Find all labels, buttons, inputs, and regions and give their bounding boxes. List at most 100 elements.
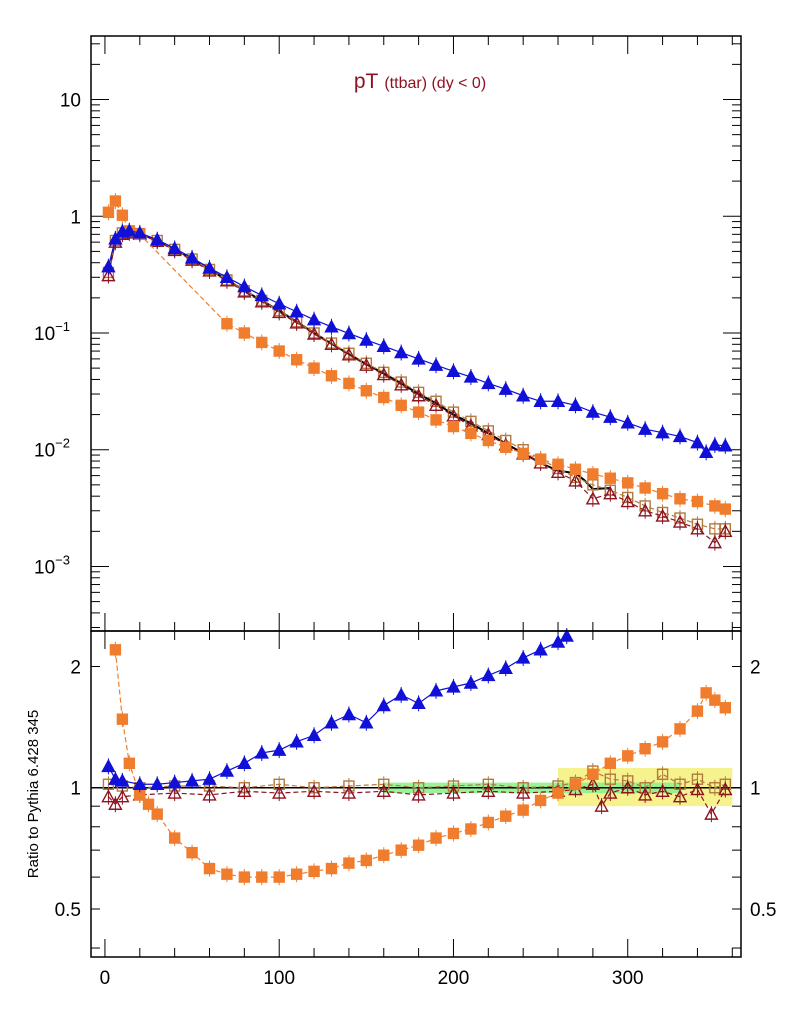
main-data-point (378, 391, 390, 404)
ratio-data-point (359, 715, 374, 729)
main-data-point (639, 482, 651, 494)
main-data-point (202, 260, 217, 274)
ratio-data-point (446, 679, 461, 693)
ratio-y-tick-label-right: 0.5 (750, 900, 776, 921)
ratio-data-point (709, 694, 721, 706)
ratio-data-point (132, 776, 147, 790)
main-data-point (655, 508, 670, 522)
main-data-point (550, 464, 566, 479)
main-data-point (674, 493, 686, 505)
ratio-data-point (238, 871, 251, 883)
main-data-point (500, 441, 512, 453)
main-data-point (289, 304, 304, 318)
ratio-data-point (378, 849, 390, 861)
ratio-data-point (115, 773, 130, 787)
ratio-series (101, 628, 733, 886)
ratio-data-point (482, 816, 495, 829)
ratio-data-point (481, 668, 496, 682)
main-data-point (167, 240, 182, 255)
main-data-point (306, 312, 322, 326)
main-data-point (604, 472, 617, 484)
main-data-point (465, 427, 477, 440)
main-data-point (585, 491, 601, 505)
main-data-point (306, 326, 322, 340)
ratio-data-point (691, 705, 704, 717)
ratio-data-point (168, 832, 181, 844)
main-data-point (256, 336, 268, 349)
ratio-data-point (533, 642, 548, 656)
ratio-data-point (272, 785, 287, 799)
ratio-data-point (656, 768, 669, 780)
ratio-data-point (594, 798, 609, 812)
ratio-data-point (637, 787, 653, 801)
ratio-data-point (655, 783, 670, 797)
ratio-data-point (447, 827, 460, 840)
ratio-data-point (308, 865, 320, 878)
main-data-point (498, 381, 513, 395)
main-data-point (394, 345, 409, 359)
main-data-point (273, 345, 285, 357)
ratio-data-point (360, 854, 373, 867)
ratio-data-point (604, 773, 617, 785)
ratio-data-point (273, 871, 285, 883)
main-y-tick-label: 10−3 (34, 552, 70, 578)
ratio-data-point (719, 702, 732, 714)
ratio-data-point (718, 782, 733, 796)
main-data-point (428, 357, 444, 371)
main-data-point (238, 327, 251, 339)
main-data-point (324, 319, 339, 333)
main-data-point (587, 468, 599, 480)
ratio-data-point (674, 723, 686, 735)
main-data-point (672, 428, 688, 443)
ratio-data-point (446, 785, 461, 799)
ratio-x-tick-label: 100 (263, 968, 295, 989)
main-data-point (308, 362, 320, 374)
main-data-point (718, 438, 733, 452)
main-data-point (691, 495, 704, 508)
main-data-point (272, 296, 287, 310)
main-data-point (534, 453, 547, 465)
main-data-point (272, 304, 287, 319)
ratio-panel: 0 100 200 300 2 2 1 1 0.5 0.5 Ratio to Pythia 6.4… (25, 628, 776, 989)
ratio-data-point (428, 683, 444, 697)
main-data-point (254, 287, 269, 302)
main-data-point (359, 357, 374, 371)
ratio-data-point (604, 757, 617, 769)
ratio-data-point (704, 806, 719, 820)
main-data-point (718, 523, 733, 538)
ratio-data-point (219, 763, 235, 777)
ratio-data-point (463, 675, 479, 689)
main-series (101, 193, 733, 551)
ratio-data-point (202, 771, 217, 785)
ratio-data-point (465, 823, 477, 835)
ratio-data-point (515, 785, 531, 799)
main-data-point (101, 268, 116, 282)
main-data-point (395, 399, 407, 412)
main-data-point (707, 535, 723, 549)
main-series-line-3 (107, 230, 726, 454)
main-data-point (290, 354, 303, 366)
main-data-point (116, 209, 129, 221)
ratio-data-point (254, 745, 269, 759)
main-data-point (359, 332, 374, 346)
main-data-point (585, 404, 601, 418)
main-y-tick-label: 10−2 (34, 436, 70, 462)
ratio-data-point (430, 832, 442, 844)
ratio-x-tick-label: 300 (612, 968, 644, 989)
ratio-data-point (108, 796, 123, 810)
main-data-point (325, 370, 338, 382)
main-data-point (550, 393, 566, 407)
ratio-y-tick-label: 0.5 (55, 900, 81, 921)
main-data-point (482, 434, 495, 447)
ratio-data-point (534, 794, 547, 807)
ratio-data-point (656, 736, 669, 748)
ratio-data-point (150, 776, 165, 790)
main-data-point (637, 503, 653, 517)
main-data-point (698, 444, 714, 459)
main-data-point (101, 259, 116, 273)
ratio-data-point (151, 808, 163, 820)
ratio-data-point (394, 687, 409, 701)
main-data-point (360, 385, 373, 397)
main-data-point (341, 326, 357, 340)
main-data-point (324, 336, 339, 351)
